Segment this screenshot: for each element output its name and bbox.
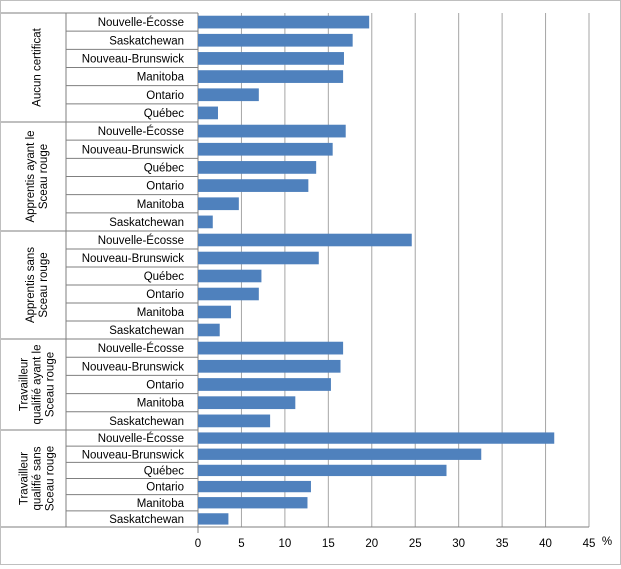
category-label: Ontario: [146, 380, 184, 392]
bar: [198, 359, 341, 373]
bar: [198, 269, 262, 283]
bar: [198, 341, 344, 355]
x-tick-label: 30: [452, 538, 465, 550]
bar: [198, 432, 555, 444]
group-label: Aucun certificat: [32, 27, 44, 106]
bar: [198, 464, 447, 477]
group-label-line: qualifié ayant le: [32, 345, 44, 425]
category-label: Ontario: [146, 90, 184, 102]
x-tick-label: 10: [278, 538, 291, 550]
x-tick-label: 20: [365, 538, 378, 550]
category-label: Nouvelle-Écosse: [98, 342, 184, 355]
category-label: Saskatchewan: [109, 325, 184, 337]
category-label: Nouveau-Brunswick: [82, 53, 185, 65]
group-label: Travailleurqualifié ayant leSceau rouge: [19, 345, 57, 425]
category-label: Québec: [144, 271, 185, 283]
group-label-line: Aucun certificat: [32, 27, 44, 106]
bar: [198, 448, 482, 460]
bar: [198, 251, 319, 265]
category-label: Saskatchewan: [109, 35, 184, 47]
category-label: Saskatchewan: [109, 514, 184, 526]
group-label-line: Apprentis sans: [25, 247, 37, 323]
category-label: Nouveau-Brunswick: [82, 144, 185, 156]
bar: [198, 287, 259, 301]
group-label-line: qualifié sans: [32, 446, 44, 510]
category-label: Saskatchewan: [109, 217, 184, 229]
category-label: Manitoba: [137, 307, 185, 319]
bar: [198, 52, 344, 65]
category-label: Nouveau-Brunswick: [82, 253, 185, 265]
group-label-line: Apprentis ayant le: [25, 130, 37, 222]
category-label: Nouvelle-Écosse: [98, 125, 184, 138]
x-tick-label: 5: [238, 538, 244, 550]
category-label: Saskatchewan: [109, 416, 184, 428]
group-label-line: Sceau rouge: [45, 352, 57, 417]
group-label-line: Travailleur: [19, 452, 31, 505]
x-tick-label: 25: [409, 538, 422, 550]
category-label: Manitoba: [137, 498, 185, 510]
group-label: Apprentis sansSceau rouge: [25, 247, 50, 323]
category-label: Québec: [144, 108, 185, 120]
bar: [198, 513, 229, 525]
category-label: Nouveau-Brunswick: [82, 361, 185, 373]
category-label: Québec: [144, 465, 185, 477]
x-tick-label: 45: [583, 538, 596, 550]
category-label: Nouvelle-Écosse: [98, 234, 184, 247]
category-label: Manitoba: [137, 199, 185, 211]
x-axis-label: %: [602, 536, 612, 548]
bar: [198, 305, 232, 319]
group-label-line: Sceau rouge: [45, 446, 57, 511]
group-label: Travailleurqualifié sansSceau rouge: [19, 446, 57, 511]
group-label-line: Sceau rouge: [38, 144, 50, 209]
x-tick-label: 0: [195, 538, 201, 550]
x-tick-label: 15: [322, 538, 335, 550]
category-label: Manitoba: [137, 72, 185, 84]
group-label-line: Travailleur: [19, 358, 31, 411]
category-label: Québec: [144, 162, 185, 174]
group-label: Apprentis ayant leSceau rouge: [25, 130, 50, 222]
bar: [198, 33, 353, 47]
bar: [198, 323, 220, 337]
bar: [198, 480, 311, 493]
bar: [198, 15, 370, 29]
bar: [198, 161, 317, 174]
category-label: Nouvelle-Écosse: [98, 16, 184, 29]
category-label: Ontario: [146, 289, 184, 301]
bar: [198, 124, 346, 138]
category-label: Nouveau-Brunswick: [82, 449, 185, 461]
bar: [198, 215, 213, 229]
bar: [198, 197, 239, 211]
category-label: Ontario: [146, 482, 184, 494]
x-tick-label: 40: [539, 538, 552, 550]
group-label-line: Sceau rouge: [38, 252, 50, 317]
bar: [198, 497, 308, 509]
bar: [198, 142, 333, 156]
bar: [198, 106, 218, 120]
bar: [198, 414, 271, 428]
bar: [198, 233, 412, 247]
bar: [198, 88, 259, 102]
category-label: Ontario: [146, 181, 184, 193]
bar: [198, 396, 296, 410]
bar: [198, 378, 331, 391]
category-label: Manitoba: [137, 398, 185, 410]
category-label: Nouvelle-Écosse: [98, 432, 184, 445]
x-tick-label: 35: [496, 538, 509, 550]
bar: [198, 70, 344, 83]
bar: [198, 179, 309, 192]
